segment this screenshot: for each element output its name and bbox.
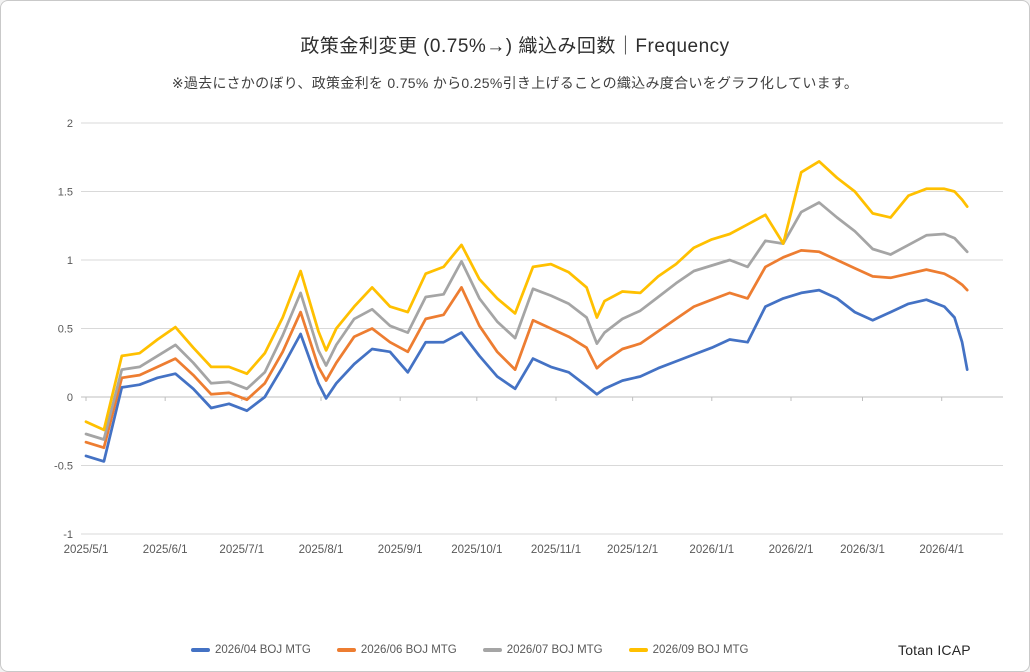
legend-item: 2026/07 BOJ MTG <box>482 644 603 656</box>
legend: 2026/04 BOJ MTG 2026/06 BOJ MTG 2026/07 BO… <box>191 644 749 656</box>
y-axis-label: 2 <box>67 118 73 130</box>
legend-label: 2026/07 BOJ MTG <box>506 644 603 656</box>
series-line-2026-07-boj-mtg <box>84 201 969 441</box>
y-axis-label: 1 <box>67 255 73 267</box>
legend-item: 2026/04 BOJ MTG <box>191 644 311 656</box>
x-axis-label: 2025/6/1 <box>143 544 188 556</box>
x-axis-label: 2025/10/1 <box>451 544 502 556</box>
brand-label: Totan ICAP <box>898 642 971 658</box>
legend-swatch <box>482 648 502 652</box>
x-axis-label: 2026/2/1 <box>769 544 814 556</box>
x-axis-label: 2025/8/1 <box>299 544 344 556</box>
x-axis-label: 2025/5/1 <box>64 544 109 556</box>
legend-swatch <box>336 648 356 652</box>
y-axis-label: -1 <box>63 529 73 541</box>
x-axis-label: 2025/7/1 <box>219 544 264 556</box>
x-axis-label: 2026/1/1 <box>689 544 734 556</box>
x-axis-label: 2026/4/1 <box>919 544 964 556</box>
x-axis-label: 2025/12/1 <box>607 544 658 556</box>
series-line-2026-06-boj-mtg <box>84 249 969 450</box>
legend-swatch <box>191 648 210 652</box>
legend-item: 2026/06 BOJ MTG <box>336 644 457 656</box>
y-axis-label: 1.5 <box>58 187 73 199</box>
chart-subtitle: ※過去にさかのぼり、政策金利を 0.75% から0.25%引き上げることの織込み… <box>171 75 859 91</box>
y-axis-label: 0 <box>67 392 73 404</box>
legend-swatch <box>628 648 648 652</box>
legend-label: 2026/06 BOJ MTG <box>360 644 457 656</box>
legend-label: 2026/04 BOJ MTG <box>215 644 311 656</box>
legend-label: 2026/09 BOJ MTG <box>652 644 749 656</box>
x-axis-label: 2025/9/1 <box>378 544 423 556</box>
y-axis-label: 0.5 <box>58 324 73 336</box>
y-axis-label: -0.5 <box>54 461 73 473</box>
x-axis-label: 2025/11/1 <box>531 544 581 556</box>
x-axis-label: 2026/3/1 <box>840 544 885 556</box>
series-line-2026-04-boj-mtg <box>84 288 969 463</box>
legend-item: 2026/09 BOJ MTG <box>628 644 749 656</box>
series-line-2026-09-boj-mtg <box>84 160 969 432</box>
chart-title: 政策金利変更 (0.75%→) 織込み回数｜Frequency <box>300 36 730 57</box>
